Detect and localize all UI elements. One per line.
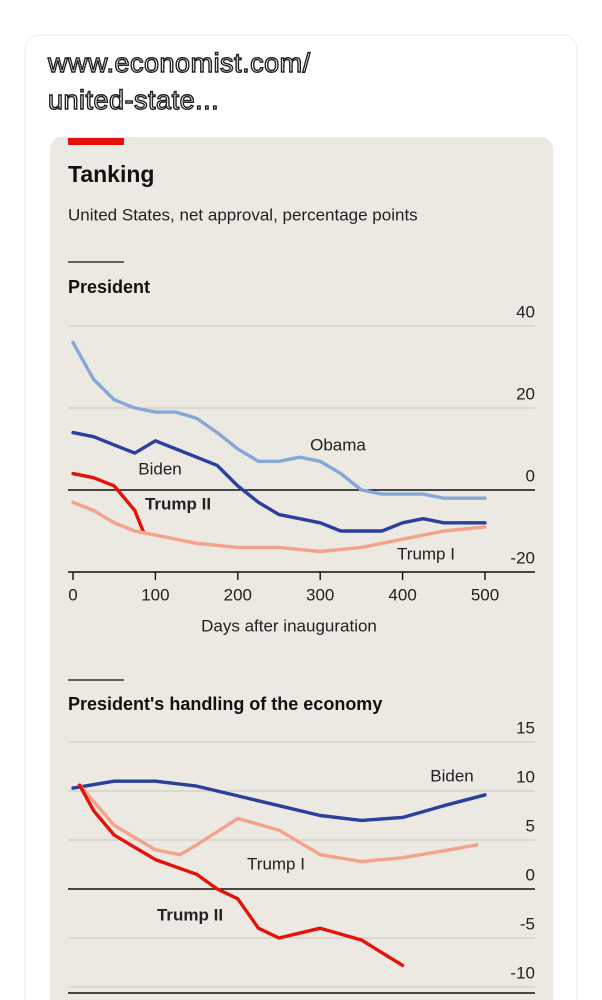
red-tag (68, 138, 124, 145)
series-label: Obama (310, 435, 366, 454)
x-tick-label: 100 (141, 585, 169, 604)
series-line (77, 783, 405, 968)
series-line (77, 783, 479, 864)
series-label: Biden (138, 459, 181, 478)
chart-title: Tanking (68, 161, 154, 187)
series-label: Trump II (145, 494, 211, 513)
section-title: President (68, 277, 150, 297)
y-tick-label: 5 (526, 816, 535, 835)
series-line (71, 471, 145, 533)
series-label: Trump II (157, 905, 223, 924)
y-tick-label: 15 (516, 718, 535, 737)
x-axis-label: Days after inauguration (201, 616, 377, 635)
y-tick-label: 20 (516, 384, 535, 403)
section-title: President's handling of the economy (68, 694, 382, 714)
series-line (71, 500, 487, 554)
y-tick-label: -5 (520, 914, 535, 933)
x-tick-label: 500 (471, 585, 499, 604)
series-label: Biden (430, 766, 473, 785)
series-line (71, 340, 487, 500)
y-tick-label: -10 (510, 963, 535, 982)
series-line (71, 779, 487, 823)
y-tick-label: 0 (526, 865, 535, 884)
y-tick-label: 40 (516, 302, 535, 321)
x-tick-label: 400 (388, 585, 416, 604)
series-label: Trump I (397, 544, 455, 563)
series-label: Trump I (247, 854, 305, 873)
chart-subtitle: United States, net approval, percentage … (68, 205, 418, 224)
x-tick-label: 0 (68, 585, 77, 604)
url-line: www.economist.com/ (47, 48, 311, 78)
x-tick-label: 200 (224, 585, 252, 604)
y-tick-label: -20 (510, 548, 535, 567)
series-line (71, 430, 487, 533)
y-tick-label: 10 (516, 767, 535, 786)
url-line: united-state... (48, 85, 219, 115)
x-tick-label: 300 (306, 585, 334, 604)
y-tick-label: 0 (526, 466, 535, 485)
